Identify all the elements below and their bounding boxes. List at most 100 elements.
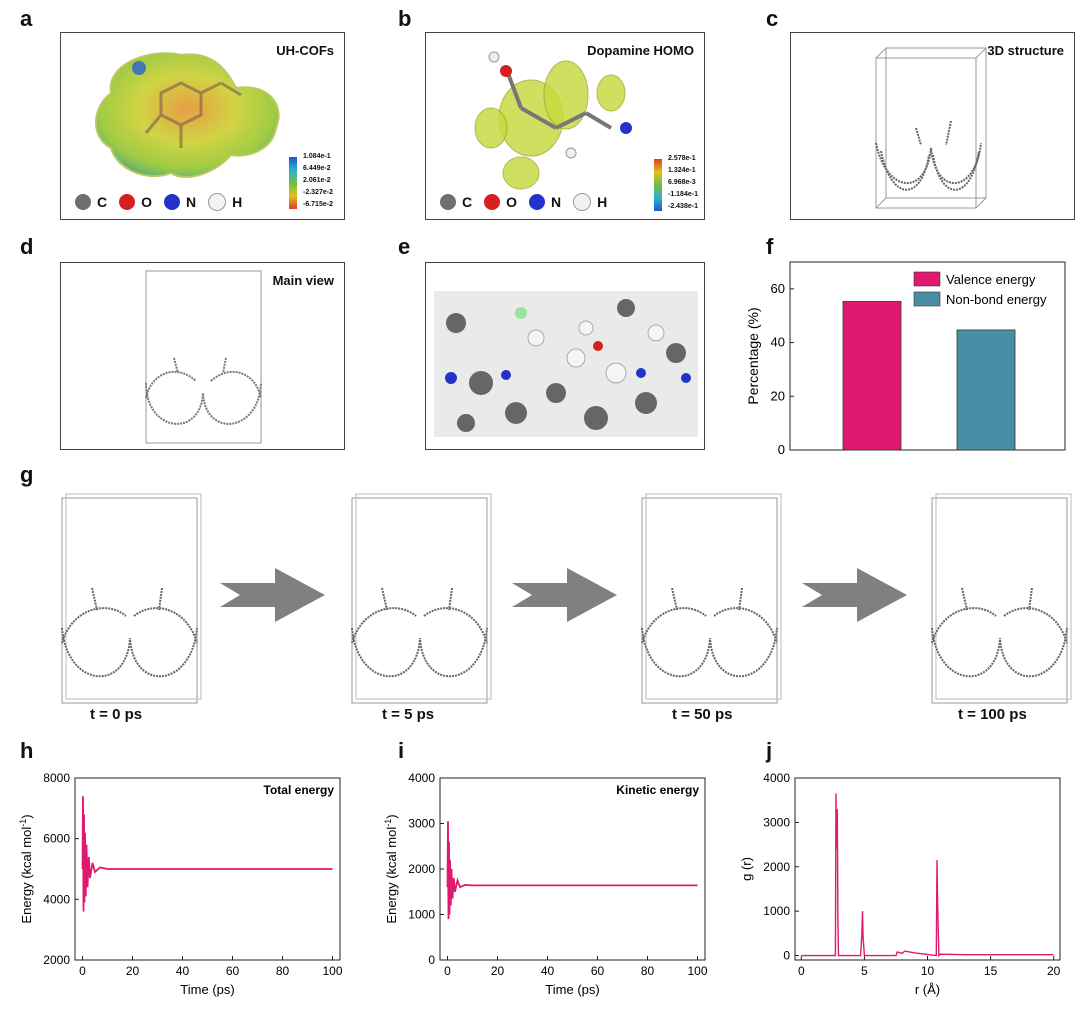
x-tick-label: 5 [861,964,868,978]
homo-orbital-panel: Dopamine HOMO 2.578e-1 1.324e-1 6.968e-3… [425,32,705,220]
x-tick-label: 20 [491,964,505,978]
legend-label: Non-bond energy [946,292,1047,307]
esp-surface-panel: UH-COFs 1.084e-1 6.449e-2 2.061e-2 -2.32… [60,32,345,220]
plot-frame [439,777,706,961]
atom-symbol: N [551,194,562,210]
snapshot-t50 [641,493,782,704]
x-tick-label: 40 [541,964,555,978]
x-tick-label: 20 [126,964,140,978]
atom-legend-a: C O N H [69,193,242,211]
atom-symbol: O [506,194,518,210]
series-line [81,796,333,912]
panel-label-g: g [20,462,34,487]
atom-symbol: C [97,194,108,210]
y-tick-label: 3000 [763,815,790,829]
y-tick-label: 0 [428,953,435,967]
panel-label-c: c [766,6,779,31]
energy-percentage-bar-chart: 0 20 40 60 Percentage (%) Valence energy Non-b… [745,261,1066,457]
y-tick-label: 4000 [43,892,70,906]
esp-colorbar-tick: 2.061e-2 [303,177,331,184]
chart-title: Kinetic energy [616,783,699,797]
panel-label-a: a [20,6,33,31]
homo-molecule-illustration [474,51,632,190]
x-axis-title: Time (ps) [545,982,599,997]
time-label-50: t = 50 ps [672,706,733,723]
y-tick-label: 2000 [763,860,790,874]
hydrogen-atom-icon [208,193,227,211]
y-tick-label: 40 [771,335,785,350]
atom-symbol: H [232,194,243,210]
y-axis-title-end: ) [384,814,399,818]
rdf-chart: 0 1000 2000 3000 4000 0 5 10 15 20 r (Å) g (r) [739,771,1061,997]
arrow-icon [512,568,617,622]
y-axis-title: Energy (kcal mol-1) [18,814,34,923]
y-axis-title-end: ) [19,814,34,818]
homo-panel-title: Dopamine HOMO [587,43,694,58]
x-tick-label: 10 [921,964,935,978]
plot-frame [794,777,1061,961]
homo-colorbar-tick: 6.968e-3 [668,179,696,186]
oxygen-atom-icon [484,194,501,210]
carbon-atom-icon [440,194,456,210]
snapshot-t100 [931,493,1072,704]
x-tick-label: 80 [276,964,290,978]
x-tick-label: 15 [984,964,998,978]
time-label-5: t = 5 ps [382,706,435,723]
y-tick-label: 8000 [43,771,70,785]
total-energy-chart: 2000 4000 6000 8000 0 20 40 60 80 100 Time (ps) Ene… [18,771,343,997]
plot-frame [74,777,341,961]
y-tick-label: 3000 [408,817,435,831]
y-tick-label: 0 [778,442,785,457]
y-tick-label: 20 [771,388,785,403]
esp-panel-title: UH-COFs [276,43,334,58]
md-snapshots-strip [61,493,1072,704]
y-axis-title: Percentage (%) [745,307,761,404]
x-axis-title: r (Å) [915,982,940,997]
atom-symbol: N [186,194,197,210]
x-tick-label: 100 [322,964,342,978]
time-label-100: t = 100 ps [958,706,1027,723]
homo-colorbar-tick: -1.184e-1 [668,191,698,198]
carbon-atom-icon [75,194,91,210]
nitrogen-atom-icon [164,194,181,210]
snapshot-t0 [61,493,202,704]
esp-colorbar-tick: 6.449e-2 [303,165,331,172]
y-tick-label: 1000 [763,904,790,918]
structure-3d-title: 3D structure [987,43,1064,58]
homo-colorbar-tick: 2.578e-1 [668,155,696,162]
panel-label-i: i [398,738,405,763]
series-line [801,793,1054,958]
nitrogen-atom-icon [529,194,546,210]
y-axis-title-superscript: -1 [18,819,28,827]
panel-label-f: f [766,234,774,259]
x-tick-label: 60 [591,964,605,978]
interaction-closeup-illustration [434,291,698,437]
y-tick-label: 1000 [408,908,435,922]
x-tick-label: 60 [226,964,240,978]
chart-title: Total energy [264,783,335,797]
x-tick-label: 80 [641,964,655,978]
snapshot-t5 [351,493,492,704]
hydrogen-atom-icon [573,193,592,211]
panel-label-e: e [398,234,411,259]
esp-molecule-illustration [95,52,280,178]
y-tick-label: 2000 [408,862,435,876]
x-tick-label: 20 [1047,964,1061,978]
interaction-closeup-panel [425,262,705,450]
atom-symbol: H [597,194,608,210]
y-tick-label: 60 [771,281,785,296]
atom-symbol: C [462,194,473,210]
series-line [446,821,698,920]
homo-colorbar-tick: -2.438e-1 [668,203,698,210]
y-tick-label: 4000 [763,771,790,785]
x-tick-label: 0 [798,964,805,978]
x-tick-label: 0 [79,964,86,978]
esp-colorbar-tick: 1.084e-1 [303,153,331,160]
x-axis-title: Time (ps) [180,982,234,997]
x-tick-label: 0 [444,964,451,978]
y-axis-title: Energy (kcal mol-1) [383,814,399,923]
panel-label-d: d [20,234,34,259]
oxygen-atom-icon [119,194,136,210]
arrow-icon [802,568,907,622]
esp-colorbar [289,157,297,209]
